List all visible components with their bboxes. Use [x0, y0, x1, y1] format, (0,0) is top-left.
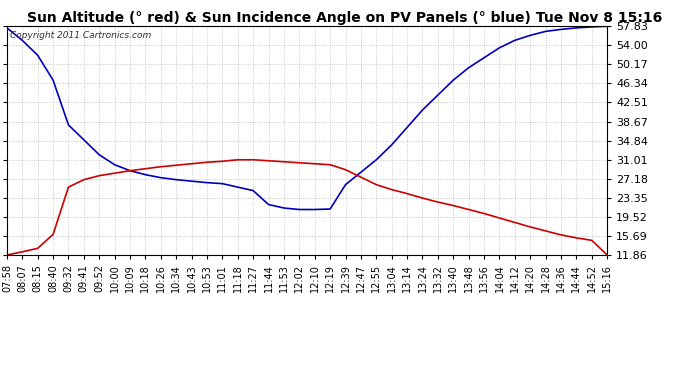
Text: Copyright 2011 Cartronics.com: Copyright 2011 Cartronics.com — [10, 31, 151, 40]
Text: Sun Altitude (° red) & Sun Incidence Angle on PV Panels (° blue) Tue Nov 8 15:16: Sun Altitude (° red) & Sun Incidence Ang… — [28, 11, 662, 25]
